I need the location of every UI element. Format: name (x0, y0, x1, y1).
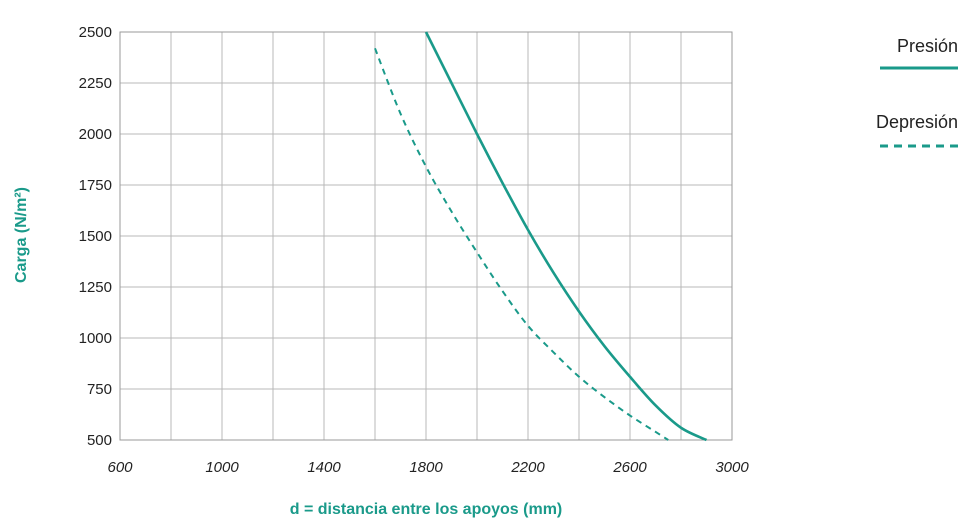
y-tick-label: 2250 (79, 75, 112, 92)
x-tick-label: 1800 (409, 459, 443, 476)
y-tick-label: 750 (87, 381, 112, 398)
y-tick-label: 1250 (79, 279, 112, 296)
x-tick-label: 600 (107, 459, 133, 476)
x-tick-label: 1400 (307, 459, 341, 476)
series-lines (374, 31, 708, 442)
legend-label-depresion: Depresión (876, 112, 958, 132)
y-tick-label: 1500 (79, 228, 112, 245)
y-tick-label: 2000 (79, 126, 112, 143)
y-tick-label: 1000 (79, 330, 112, 347)
x-axis-label: d = distancia entre los apoyos (mm) (290, 501, 563, 518)
y-tick-label: 500 (87, 432, 112, 449)
x-tick-label: 2600 (612, 459, 647, 476)
y-tick-label: 1750 (79, 177, 112, 194)
x-tick-label: 1000 (205, 459, 239, 476)
legend: Presión Depresión (876, 36, 958, 148)
y-axis-label: Carga (N/m²) (13, 187, 30, 283)
x-tick-label: 3000 (715, 459, 749, 476)
x-tick-labels: 600 1000 1400 1800 2200 2600 3000 (107, 459, 749, 476)
y-tick-label: 2500 (79, 24, 112, 41)
y-tick-labels: 500 750 1000 1250 1500 1750 2000 2250 2500 (79, 24, 112, 449)
x-tick-label: 2200 (510, 459, 545, 476)
grid (119, 31, 733, 441)
series-line-depresion (374, 47, 669, 441)
series-line-presion (424, 31, 708, 442)
legend-label-presion: Presión (897, 36, 958, 56)
